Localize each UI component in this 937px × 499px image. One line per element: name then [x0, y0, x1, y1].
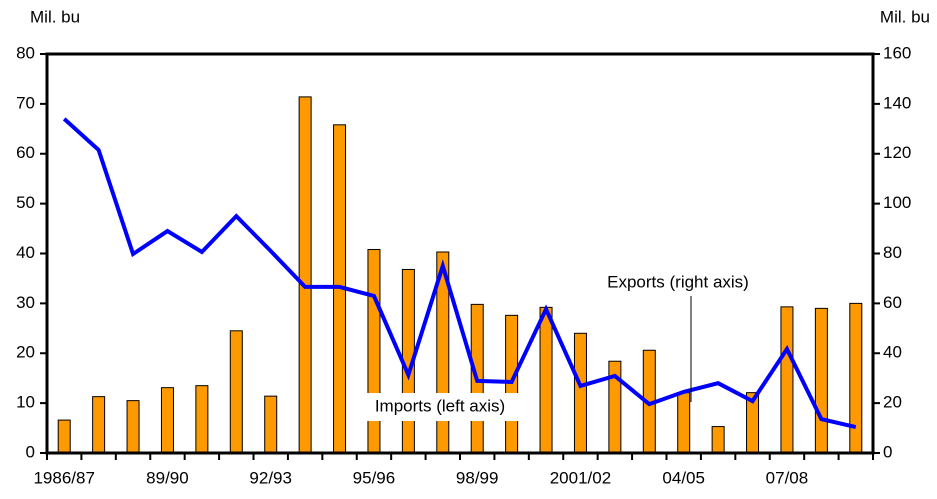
bar — [849, 302, 863, 454]
plot-frame — [45, 52, 875, 455]
x-tick-label: 07/08 — [766, 468, 809, 487]
x-tick-label: 04/05 — [662, 468, 705, 487]
bar — [573, 332, 587, 454]
y2-tick-label: 120 — [883, 143, 911, 162]
y-tick-label: 30 — [16, 293, 35, 312]
bar — [92, 396, 106, 454]
bar — [677, 392, 691, 454]
y-tick-label: 0 — [26, 442, 35, 461]
y2-axis-title: Mil. bu — [880, 7, 930, 26]
bar — [367, 249, 381, 454]
y-tick-label: 50 — [16, 193, 35, 212]
annotation-bg — [350, 393, 530, 421]
bar — [814, 307, 828, 454]
bar — [505, 314, 519, 454]
y2-tick-label: 140 — [883, 93, 911, 112]
bar — [229, 330, 243, 454]
bar — [539, 306, 553, 454]
bar — [711, 426, 725, 454]
y-tick-label: 70 — [16, 93, 35, 112]
x-tick-label: 1986/87 — [33, 468, 94, 487]
line — [62, 117, 857, 430]
x-tick-label: 95/96 — [353, 468, 396, 487]
y-tick-label: 60 — [16, 143, 35, 162]
bar — [780, 306, 794, 454]
annotation: Imports (left axis) — [375, 396, 505, 415]
y2-tick-label: 0 — [883, 442, 892, 461]
y2-tick-label: 40 — [883, 343, 902, 362]
x-tick-label: 2001/02 — [550, 468, 611, 487]
bar — [298, 96, 312, 454]
bar — [195, 385, 209, 454]
y2-tick-label: 100 — [883, 193, 911, 212]
y-axis-title: Mil. bu — [30, 7, 80, 26]
y2-tick-label: 60 — [883, 293, 902, 312]
bar — [264, 395, 278, 454]
y2-tick-label: 20 — [883, 393, 902, 412]
y-tick-label: 10 — [16, 393, 35, 412]
bar — [57, 419, 71, 454]
bar — [126, 400, 140, 454]
x-tick-label: 89/90 — [146, 468, 189, 487]
bar — [160, 387, 174, 454]
y-tick-label: 40 — [16, 243, 35, 262]
x-tick-label: 98/99 — [456, 468, 499, 487]
y-tick-label: 20 — [16, 343, 35, 362]
y-tick-label: 80 — [16, 43, 35, 62]
x-tick-label: 92/93 — [249, 468, 292, 487]
annotation: Exports (right axis) — [607, 272, 749, 291]
y2-tick-label: 160 — [883, 43, 911, 62]
y2-tick-label: 80 — [883, 243, 902, 262]
